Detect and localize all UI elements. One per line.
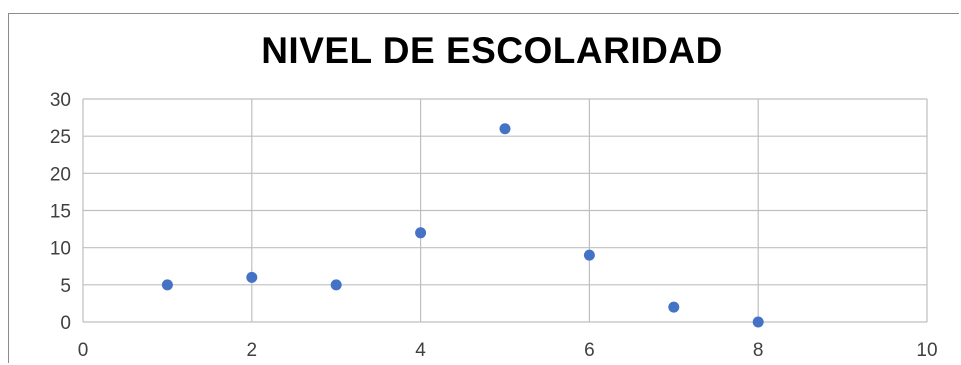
chart-title: NIVEL DE ESCOLARIDAD [261, 30, 723, 71]
x-tick-label: 4 [415, 340, 426, 361]
data-point [499, 123, 511, 135]
data-point [415, 227, 427, 239]
data-point [246, 271, 258, 283]
x-tick-label: 8 [753, 340, 764, 361]
data-point [668, 301, 680, 313]
y-tick-label: 20 [50, 164, 71, 185]
data-points [161, 123, 764, 328]
chart-frame [8, 13, 959, 363]
x-tick-label: 0 [78, 340, 89, 361]
data-point [752, 316, 764, 328]
x-tick-label: 6 [584, 340, 595, 361]
x-tick-label: 2 [247, 340, 258, 361]
y-tick-label: 15 [50, 202, 71, 223]
y-axis-ticks: 0 5 10 15 20 25 30 [50, 90, 71, 334]
y-tick-label: 30 [50, 90, 71, 111]
grid [82, 98, 928, 323]
x-tick-label: 10 [916, 340, 937, 361]
data-point [583, 249, 595, 261]
x-axis-ticks: 0 2 4 6 8 10 [78, 340, 938, 361]
y-tick-label: 5 [60, 276, 71, 297]
y-tick-label: 25 [50, 127, 71, 148]
data-point [161, 279, 173, 291]
y-tick-label: 0 [60, 313, 71, 334]
data-point [330, 279, 342, 291]
y-tick-label: 10 [50, 239, 71, 260]
